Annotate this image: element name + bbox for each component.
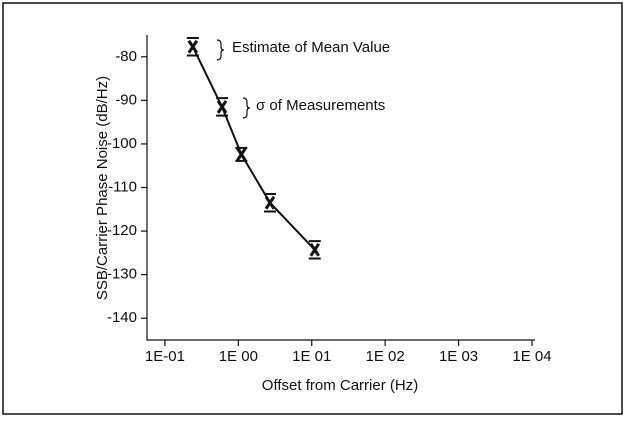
error-bar (308, 240, 321, 260)
x-axis-label: Offset from Carrier (Hz) (262, 377, 418, 394)
x-tick-label: 1E-01 (145, 348, 185, 365)
brace (216, 39, 225, 61)
x-tick-label: 1E 04 (512, 348, 551, 365)
error-bar (263, 193, 276, 213)
y-axis-label: SSB/Carrier Phase Noise (dB/Hz) (94, 76, 111, 300)
point (216, 100, 228, 114)
error-bar (186, 37, 199, 57)
x-tick-label: 1E 03 (439, 348, 478, 365)
brace (242, 97, 251, 119)
y-tick-label: -100 (107, 135, 137, 152)
x-tick-label: 1E 02 (366, 348, 405, 365)
y-tick-label: -130 (107, 266, 137, 283)
error-bar (216, 97, 229, 117)
y-tick-label: -140 (107, 309, 137, 326)
point (264, 195, 276, 210)
axes (146, 35, 535, 341)
error-bar (235, 146, 248, 162)
y-tick-label: -90 (115, 91, 137, 108)
point (236, 147, 247, 162)
line (191, 46, 316, 251)
annotation: Estimate of Mean Value (232, 39, 390, 56)
x-tick-label: 1E 00 (219, 348, 258, 365)
frame (2, 2, 623, 415)
y-tick-label: -80 (115, 48, 137, 65)
y-tick-label: -110 (108, 178, 137, 195)
point (187, 39, 199, 54)
y-tick-label: -120 (107, 222, 137, 239)
point (309, 242, 321, 257)
x-tick-label: 1E 01 (292, 348, 331, 365)
annotation: σ of Measurements (256, 97, 385, 114)
